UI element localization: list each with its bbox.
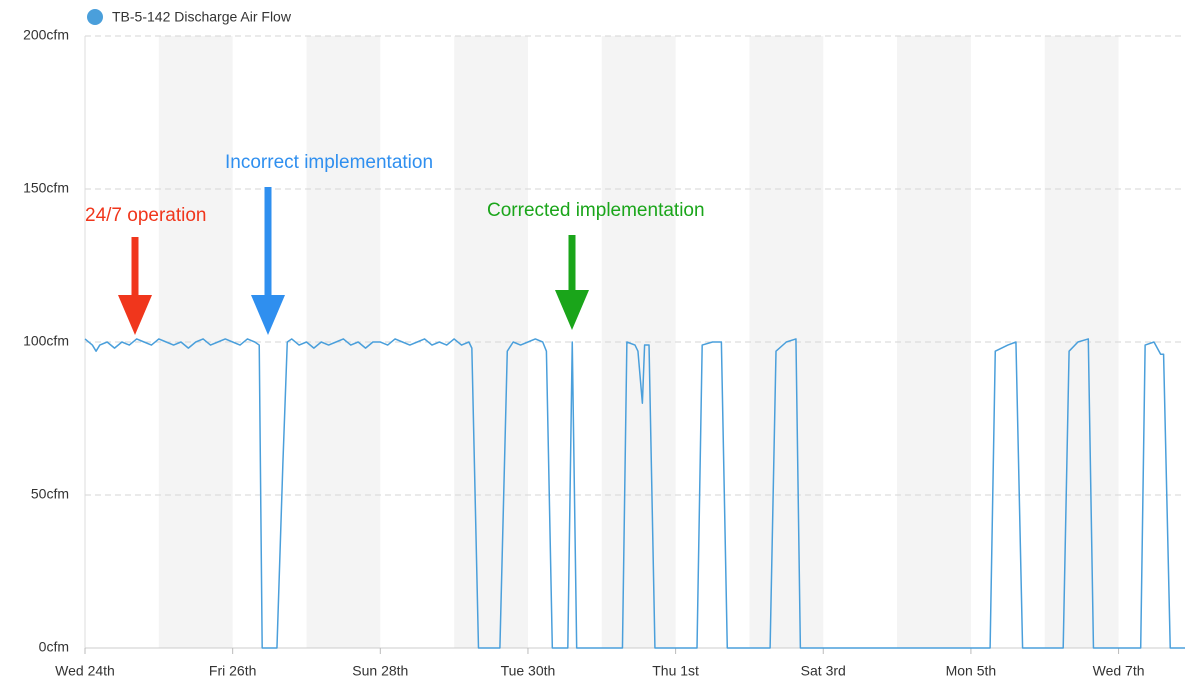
legend-swatch: [87, 9, 103, 25]
data-line: [84, 338, 1185, 649]
y-tick-label: 100cfm: [23, 333, 69, 349]
legend-label: TB-5-142 Discharge Air Flow: [112, 9, 292, 25]
x-tick-label: Mon 5th: [946, 663, 997, 679]
annotation-arrow-head: [555, 290, 589, 330]
x-tick-label: Thu 1st: [652, 663, 699, 679]
annotation-arrow-shaft: [264, 187, 272, 296]
annotation-text: 24/7 operation: [85, 205, 207, 226]
x-tick-label: Wed 24th: [55, 663, 115, 679]
y-tick-label: 200cfm: [23, 27, 69, 43]
annotation-text: Corrected implementation: [487, 200, 705, 221]
x-tick-label: Wed 7th: [1093, 663, 1145, 679]
y-tick-label: 150cfm: [23, 180, 69, 196]
x-tick-label: Sun 28th: [352, 663, 408, 679]
x-tick-label: Tue 30th: [501, 663, 556, 679]
y-tick-label: 0cfm: [39, 639, 69, 655]
x-tick-label: Fri 26th: [209, 663, 256, 679]
x-tick-label: Sat 3rd: [801, 663, 846, 679]
annotation-arrow-shaft: [131, 237, 139, 296]
annotation-arrow-head: [251, 295, 285, 335]
y-tick-label: 50cfm: [31, 486, 69, 502]
annotation-arrow-shaft: [568, 235, 576, 291]
annotation-arrow-head: [118, 295, 152, 335]
annotation-text: Incorrect implementation: [225, 152, 433, 173]
